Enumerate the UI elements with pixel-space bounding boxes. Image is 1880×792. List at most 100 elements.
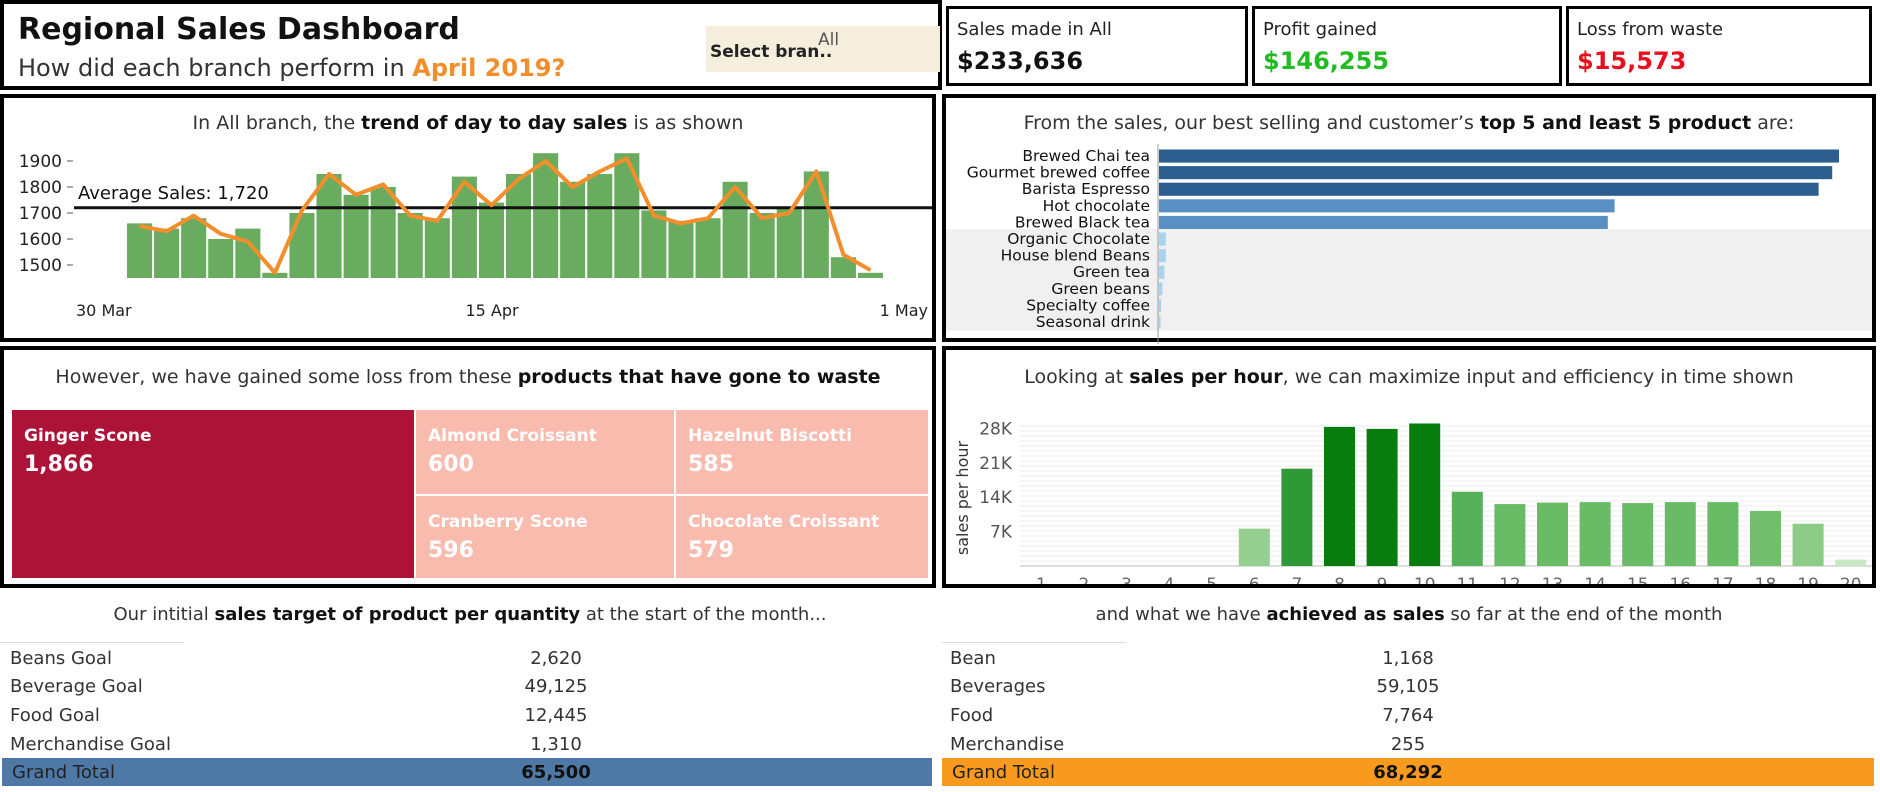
kpi-waste-value: $15,573 [1577, 47, 1687, 75]
daily-sales-bar [289, 213, 315, 278]
product-bar [1159, 182, 1819, 196]
dashboard-subtitle: How did each branch perform in April 201… [18, 54, 565, 82]
product-bar [1159, 215, 1608, 229]
product-label: Green tea [1073, 263, 1150, 281]
daily-sales-bar [208, 239, 234, 278]
waste-panel: However, we have gained some loss from t… [0, 346, 936, 588]
branch-filter-value[interactable]: All [818, 30, 840, 50]
x-tick-label: 9 [1377, 575, 1388, 584]
hour-bar [1366, 428, 1398, 566]
waste-tile-name: Ginger Scone [24, 426, 152, 446]
targets-row-value: 2,620 [530, 648, 582, 669]
achieved-grand-total: Grand Total 68,292 [942, 758, 1874, 786]
achieved-row-value: 255 [1390, 734, 1426, 755]
waste-tile-value: 1,866 [24, 452, 94, 477]
product-label: Barista Espresso [1022, 180, 1150, 198]
x-tick-label: 15 [1627, 575, 1649, 584]
daily-sales-title-pre: In All branch, the [192, 112, 362, 134]
achieved-row-label: Food [950, 705, 994, 726]
hour-bar [1409, 423, 1441, 566]
product-label: Gourmet brewed coffee [967, 164, 1150, 182]
daily-sales-bar [749, 213, 775, 278]
targets-row: Beans Goal 2,620 [0, 644, 936, 672]
x-tick-label: 4 [1164, 575, 1175, 584]
achieved-title-bold: achieved as sales [1266, 604, 1445, 625]
daily-sales-bar [262, 272, 288, 278]
x-tick-label: 12 [1499, 575, 1521, 584]
product-bar [1159, 282, 1163, 296]
product-bar [1159, 265, 1165, 279]
achieved-row-label: Merchandise [950, 734, 1065, 755]
achieved-row: Merchandise 255 [940, 730, 1874, 758]
y-tick-label: 1800 [19, 178, 62, 198]
hour-bar [1324, 426, 1355, 566]
waste-title-bold: products that have gone to waste [517, 366, 881, 388]
hour-bar [1792, 523, 1824, 566]
targets-row-value: 12,445 [524, 705, 588, 726]
x-tick-label: 30 Mar [76, 301, 132, 320]
hour-bar [1579, 502, 1611, 566]
waste-tile[interactable]: Cranberry Scone 596 [416, 496, 674, 578]
waste-tile[interactable]: Chocolate Croissant 579 [676, 496, 928, 578]
waste-tile-value: 600 [428, 452, 474, 477]
achieved-total-label: Grand Total [952, 762, 1055, 783]
targets-row-value: 1,310 [530, 734, 582, 755]
achieved-title-post: so far at the end of the month [1444, 604, 1723, 625]
hour-bar [1238, 528, 1270, 566]
product-bar [1159, 315, 1161, 329]
daily-sales-bar [560, 181, 586, 278]
targets-row: Food Goal 12,445 [0, 701, 936, 729]
average-label: Average Sales: 1,720 [78, 183, 269, 204]
branch-filter[interactable]: Select bran.. All [706, 26, 940, 72]
kpi-profit: Profit gained $146,255 [1252, 6, 1562, 86]
kpi-profit-value: $146,255 [1263, 47, 1390, 75]
targets-title-post: at the start of the month... [580, 604, 827, 625]
daily-sales-bar [316, 174, 342, 278]
product-label: Specialty coffee [1026, 296, 1150, 314]
kpi-sales: Sales made in All $233,636 [946, 6, 1248, 86]
waste-tile[interactable]: Ginger Scone 1,866 [12, 410, 414, 578]
daily-sales-bar [127, 223, 153, 278]
achieved-row: Beverages 59,105 [940, 672, 1874, 700]
targets-row-label: Food Goal [10, 705, 100, 726]
waste-title: However, we have gained some loss from t… [4, 366, 932, 388]
hourly-sales-title-post: , we can maximize input and efficiency i… [1282, 366, 1794, 388]
daily-sales-bar [776, 207, 802, 278]
top-products-title: From the sales, our best selling and cus… [946, 112, 1872, 134]
waste-tile[interactable]: Hazelnut Biscotti 585 [676, 410, 928, 494]
y-tick-label: 21K [979, 454, 1013, 474]
product-label: Seasonal drink [1036, 313, 1150, 331]
hourly-sales-title-pre: Looking at [1024, 366, 1130, 388]
daily-sales-bar [830, 257, 856, 278]
hour-bar [1622, 503, 1654, 566]
x-tick-label: 3 [1121, 575, 1132, 584]
targets-title: Our intitial sales target of product per… [0, 604, 940, 625]
daily-sales-chart[interactable]: 1500 1600 1700 1800 1900 Average Sales: 1,720… [4, 138, 932, 338]
y-tick-label: 7K [990, 523, 1013, 543]
y-tick-label: 1900 [19, 152, 62, 172]
product-label: Green beans [1051, 280, 1150, 298]
x-tick-label: 8 [1334, 575, 1345, 584]
achieved-title-pre: and what we have [1095, 604, 1267, 625]
product-bar [1159, 149, 1839, 163]
targets-total-label: Grand Total [12, 762, 115, 783]
daily-sales-bar [668, 220, 694, 278]
x-tick-label: 15 Apr [465, 301, 519, 320]
waste-tile-value: 596 [428, 538, 474, 563]
product-label: Hot chocolate [1043, 197, 1150, 215]
kpi-waste-label: Loss from waste [1577, 19, 1724, 40]
daily-sales-bar [424, 218, 450, 278]
achieved-row-label: Beverages [950, 676, 1046, 697]
targets-row-label: Merchandise Goal [10, 734, 171, 755]
hour-bar [1750, 510, 1781, 566]
waste-tile-value: 579 [688, 538, 734, 563]
hour-bar [1281, 468, 1313, 566]
product-bar [1159, 249, 1166, 263]
daily-sales-panel: In All branch, the trend of day to day s… [0, 94, 936, 342]
top-products-title-pre: From the sales, our best selling and cus… [1023, 112, 1480, 134]
targets-title-bold: sales target of product per quantity [214, 604, 581, 625]
waste-tile[interactable]: Almond Croissant 600 [416, 410, 674, 494]
x-tick-label: 17 [1712, 575, 1734, 584]
